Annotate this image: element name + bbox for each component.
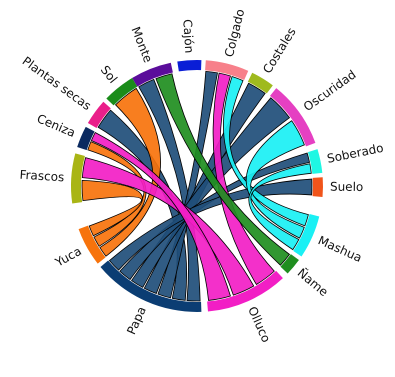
group-label-monte: Monte [129, 25, 156, 65]
group-label-colgado: Colgado [222, 8, 247, 59]
ribbon-name-monte [155, 73, 291, 266]
group-arc-oscuridad [270, 88, 316, 147]
ribbon-mashua-colgado [223, 75, 309, 227]
group-arc-monte [132, 62, 173, 87]
group-label-cajon: Cajón [180, 19, 196, 54]
group-label-soberado: Soberado [326, 141, 385, 166]
group-arc-cajon [177, 60, 202, 72]
group-arc-yuca [78, 225, 106, 264]
group-arc-sol [106, 78, 138, 106]
group-label-costales: Costales [260, 25, 299, 76]
group-label-suelo: Suelo [330, 180, 363, 194]
group-arc-ceniza [77, 126, 95, 151]
group-label-olluco: Olluco [245, 304, 273, 344]
group-arc-frascos [71, 153, 85, 204]
group-arc-colgado [205, 60, 249, 81]
group-label-mashua: Mashua [316, 233, 364, 265]
group-label-frascos: Frascos [19, 168, 65, 185]
group-arc-soberado [307, 149, 323, 174]
ribbon-olluco-colgado [212, 72, 275, 286]
group-arc-mashua [293, 214, 320, 257]
ribbon-yuca-ceniza [87, 141, 147, 247]
group-label-ceniza: Ceniza [35, 111, 78, 140]
group-arc-papa [100, 260, 202, 312]
group-arc-name [280, 254, 299, 274]
ribbon-papa-suelo [108, 178, 313, 271]
group-arc-costales [247, 72, 273, 94]
ribbons-layer [81, 70, 313, 302]
ribbon-olluco-frascos [81, 157, 255, 296]
group-label-yuca: Yuca [52, 244, 84, 270]
group-label-papa: Papa [124, 304, 149, 336]
group-label-sol: Sol [98, 63, 120, 86]
group-label-oscuridad: Oscuridad [301, 67, 359, 114]
ribbon-olluco-ceniza [90, 131, 231, 301]
group-arc-olluco [207, 270, 283, 312]
group-arc-plantas_secas [87, 101, 111, 128]
group-arc-suelo [312, 177, 323, 197]
arcs-layer [71, 60, 323, 312]
ribbon-mashua-soberado [248, 163, 312, 251]
group-label-plantas_secas: Plantas secas [20, 54, 94, 113]
ribbon-yuca-frascos [81, 179, 143, 237]
group-label-name: Ñame [295, 265, 332, 299]
